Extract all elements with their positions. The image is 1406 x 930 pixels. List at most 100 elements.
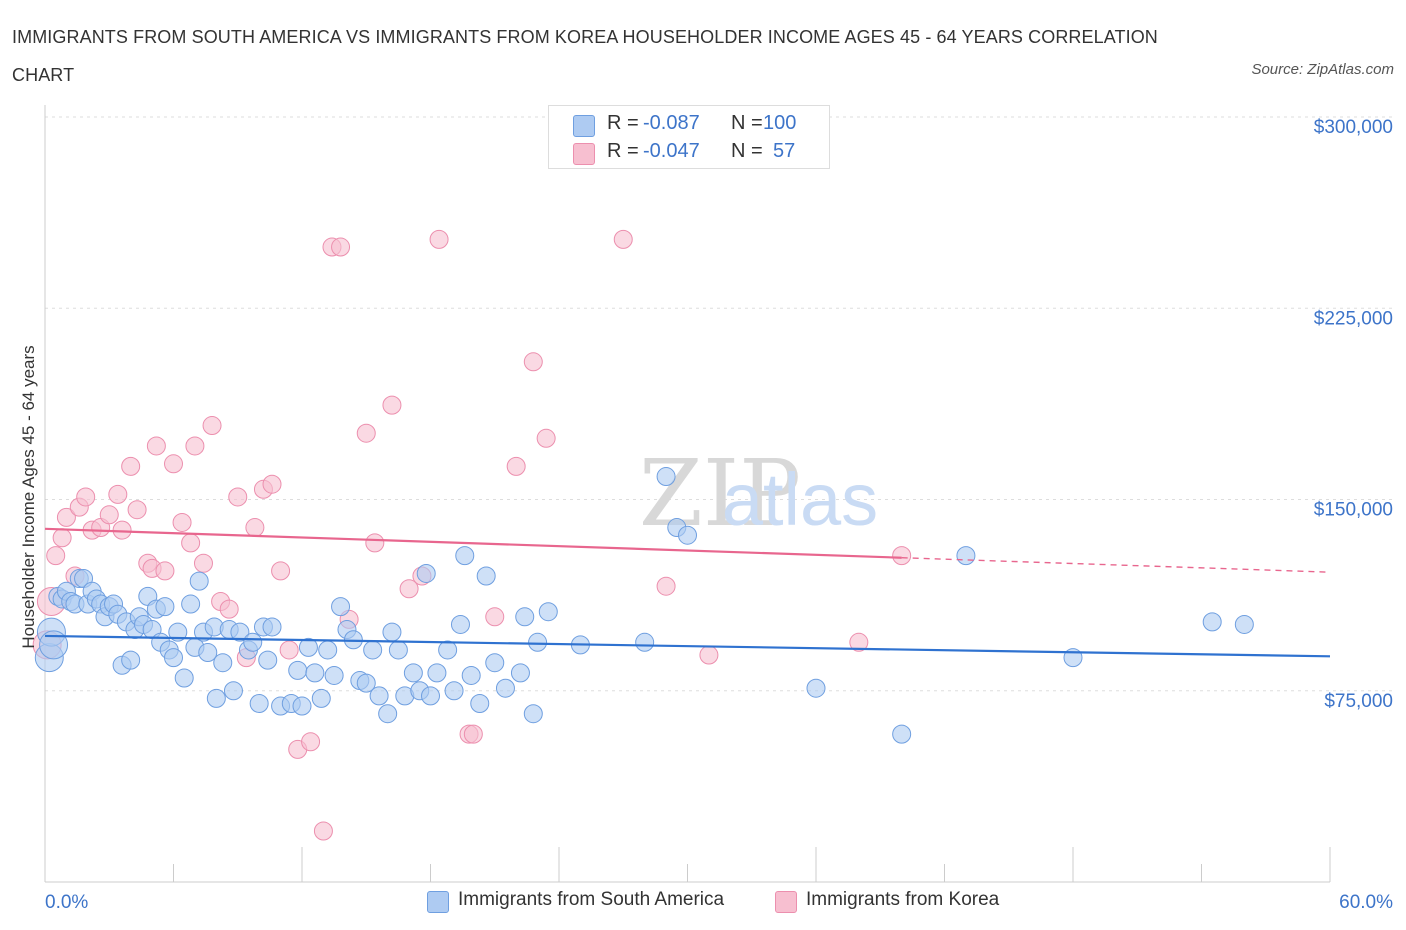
korea-point [262, 474, 282, 494]
south-america-point [635, 632, 655, 652]
legend-swatch-pink [573, 143, 595, 165]
y-axis-title: Householder Income Ages 45 - 64 years [19, 345, 38, 648]
south-america-point [168, 622, 188, 642]
south-america-point [331, 597, 351, 617]
korea-point [523, 352, 543, 372]
south-america-point [311, 688, 331, 708]
legend-swatch-blue [573, 115, 595, 137]
korea-point [365, 533, 385, 553]
korea-point [228, 487, 248, 507]
korea-point [121, 456, 141, 476]
korea-point [279, 640, 299, 660]
korea-point [301, 732, 321, 752]
legend-r-value: -0.047 [643, 140, 700, 162]
south-america-point [305, 663, 325, 683]
korea-point [56, 507, 76, 527]
south-america-point [461, 665, 481, 685]
grid-lines [45, 116, 1395, 692]
korea-point [245, 518, 265, 538]
south-america-point [523, 704, 543, 724]
south-america-point [288, 660, 308, 680]
trend-lines [44, 527, 1331, 658]
x-tick-label-min: 0.0% [45, 892, 88, 913]
south-america-point [318, 640, 338, 660]
y-tick-label: $300,000 [1314, 117, 1393, 138]
korea-point [46, 546, 66, 566]
korea-point [193, 553, 213, 573]
south-america-point [388, 640, 408, 660]
south-america-point [1234, 614, 1254, 634]
south-america-point [369, 686, 389, 706]
korea-point [202, 416, 222, 436]
korea-point [146, 436, 166, 456]
south-america-point [476, 566, 496, 586]
south-america-point [470, 694, 490, 713]
south-america-point [198, 643, 218, 662]
south-america-point [223, 681, 243, 701]
south-america-point [181, 594, 201, 614]
south-america-point [363, 640, 383, 660]
korea-point [76, 487, 96, 507]
south-america-point [510, 663, 530, 683]
korea-point [356, 423, 376, 443]
korea-point [699, 645, 719, 665]
south-america-point [495, 678, 515, 698]
korea-point [399, 579, 419, 599]
south-america-point [1202, 612, 1222, 632]
south-america-point [403, 663, 423, 683]
legend-r-label: R = [607, 112, 639, 134]
legend-n-value: 57 [773, 140, 796, 162]
korea-point [181, 533, 201, 553]
south-america-point [298, 637, 318, 657]
south-america-point [249, 694, 269, 713]
korea-point [313, 821, 333, 841]
legend-r-value: -0.087 [643, 112, 700, 134]
south-america-point [189, 571, 209, 591]
axis-labels: $75,000 $150,000 $225,000 $300,000 0.0% 60.0%… [19, 117, 1393, 913]
korea-point [52, 528, 72, 548]
korea-point [485, 607, 505, 627]
korea-point [155, 561, 175, 581]
south-america-point [213, 653, 233, 673]
korea-point [331, 237, 351, 257]
korea-point [99, 505, 119, 525]
south-america-point [678, 525, 697, 545]
south-america-point [421, 686, 440, 706]
korea-point [271, 561, 291, 581]
south-america-point [324, 665, 344, 685]
legend-r-label: R = [607, 140, 639, 162]
korea-point [463, 724, 483, 744]
watermark-atlas: atlas [722, 458, 878, 541]
legend-n-label: N = [731, 112, 763, 134]
y-tick-label: $75,000 [1324, 691, 1393, 712]
south-america-point [378, 704, 398, 724]
south-america-point [39, 630, 69, 660]
korea-point [849, 632, 869, 652]
legend-n-label: N = [731, 140, 763, 162]
south-america-point [485, 653, 505, 673]
bottom-legend-swatch-blue [427, 891, 449, 913]
stats-legend: R = -0.087 N = 100 R = -0.047 N = 57 [548, 105, 830, 169]
korea-point [185, 436, 205, 456]
south-america-point [155, 597, 175, 617]
south-america-point [206, 688, 226, 708]
korea-point [108, 484, 128, 504]
south-america-point [450, 614, 470, 634]
bottom-legend-label: Immigrants from South America [458, 889, 725, 910]
south-america-point [121, 650, 141, 670]
south-america-point [243, 632, 263, 652]
south-america-point [230, 622, 250, 642]
x-tick-label-max: 60.0% [1339, 892, 1393, 913]
korea-trend-line [44, 527, 902, 559]
korea-point [613, 229, 633, 249]
korea-point [429, 229, 449, 249]
watermark-zip: ZIP [639, 440, 801, 547]
south-america-point [438, 640, 458, 660]
korea-point [892, 546, 912, 566]
south-america-point [538, 602, 558, 622]
chart-title: IMMIGRANTS FROM SOUTH AMERICA VS IMMIGRA… [12, 27, 1158, 85]
korea-point [536, 428, 556, 448]
south-america-point [164, 648, 183, 668]
korea-trend-line-dashed [901, 557, 1331, 573]
bottom-legend-label: Immigrants from Korea [806, 889, 1000, 910]
